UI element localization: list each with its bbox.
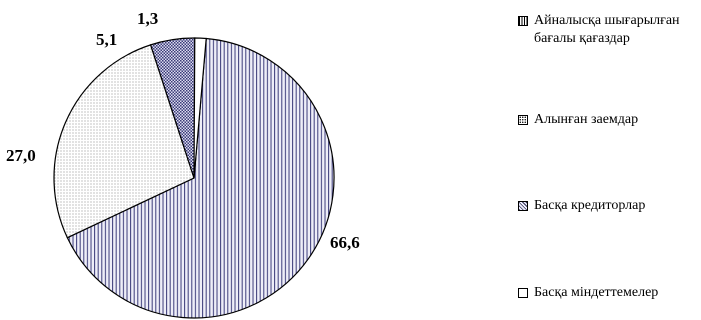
legend-item: Басқа кредиторлар xyxy=(518,197,694,215)
legend: Айналысқа шығарылған бағалы қағаздар Алы… xyxy=(518,0,701,320)
pie-slice-4 xyxy=(193,37,207,179)
pie-slice-1 xyxy=(66,37,335,319)
legend-label: Басқа міндеттемелер xyxy=(534,285,659,300)
data-label-slice-4: 1,3 xyxy=(137,9,158,28)
data-label-slice-2: 27,0 xyxy=(6,146,36,165)
legend-label: Басқа кредиторлар xyxy=(534,198,646,213)
white-swatch-icon xyxy=(518,288,528,298)
legend-label: Алынған заемдар xyxy=(534,112,639,127)
data-label-slice-1: 66,6 xyxy=(330,233,360,252)
legend-label: Айналысқа шығарылған бағалы қағаздар xyxy=(534,13,680,46)
legend-item: Айналысқа шығарылған бағалы қағаздар xyxy=(518,12,694,48)
vertical-lines-swatch-icon xyxy=(518,16,528,26)
legend-item: Алынған заемдар xyxy=(518,111,694,129)
checkered-swatch-icon xyxy=(518,201,528,211)
pie-chart: 66,6 27,0 5,1 1,3 xyxy=(6,9,360,319)
dotted-swatch-icon xyxy=(518,115,528,125)
data-label-slice-3: 5,1 xyxy=(96,30,117,49)
pie-slice-2 xyxy=(53,44,195,239)
legend-item: Басқа міндеттемелер xyxy=(518,284,694,302)
